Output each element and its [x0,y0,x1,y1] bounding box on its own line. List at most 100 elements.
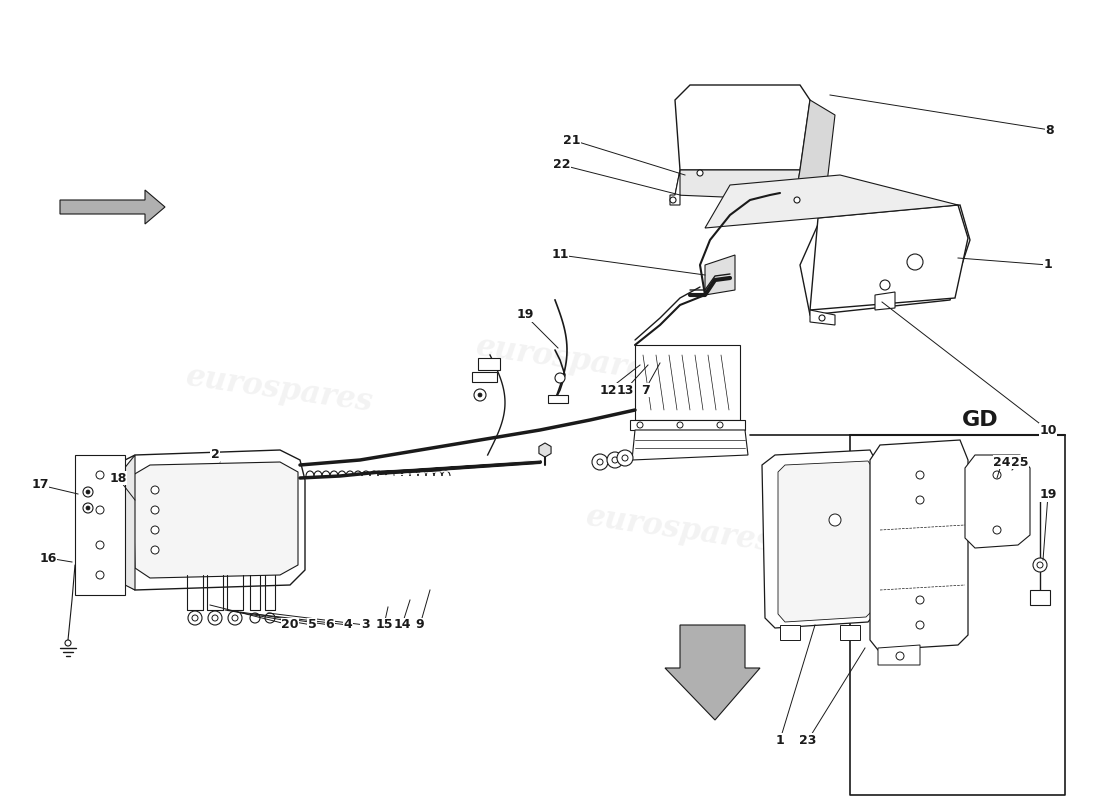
Circle shape [1037,562,1043,568]
Text: 20: 20 [282,618,299,631]
Circle shape [670,197,676,203]
Circle shape [621,455,628,461]
Polygon shape [472,372,497,382]
Text: 23: 23 [800,734,816,746]
Polygon shape [874,292,895,310]
Circle shape [65,640,72,646]
Text: 12: 12 [600,383,617,397]
Polygon shape [666,625,760,720]
Text: 11: 11 [551,249,569,262]
Circle shape [474,389,486,401]
Polygon shape [75,455,125,595]
Circle shape [717,422,723,428]
Text: 16: 16 [40,551,57,565]
Text: eurospares: eurospares [474,331,666,389]
Circle shape [820,315,825,321]
Text: 13: 13 [616,383,634,397]
Circle shape [151,546,160,554]
Circle shape [82,487,94,497]
Text: eurospares: eurospares [584,502,776,558]
Circle shape [86,490,90,494]
Circle shape [993,526,1001,534]
Text: 22: 22 [553,158,571,171]
Circle shape [880,280,890,290]
Circle shape [916,471,924,479]
Text: 19: 19 [1040,489,1057,502]
Text: 6: 6 [326,618,334,631]
Circle shape [607,452,623,468]
Text: 8: 8 [1046,123,1054,137]
Text: 19: 19 [516,309,534,322]
Circle shape [612,457,618,463]
Circle shape [265,613,275,623]
Polygon shape [778,461,874,622]
Text: 2: 2 [210,449,219,462]
Text: 24: 24 [993,455,1011,469]
Polygon shape [116,455,135,590]
Polygon shape [705,175,958,228]
Circle shape [208,611,222,625]
Polygon shape [478,358,500,370]
Text: 17: 17 [31,478,48,491]
Polygon shape [965,455,1030,548]
Polygon shape [705,255,735,295]
Circle shape [96,506,104,514]
Text: eurospares: eurospares [185,362,376,418]
Circle shape [676,422,683,428]
Polygon shape [800,205,970,315]
Circle shape [916,596,924,604]
Circle shape [993,471,1001,479]
Circle shape [212,615,218,621]
Text: 1: 1 [1044,258,1053,271]
Circle shape [188,611,202,625]
Circle shape [250,613,260,623]
Circle shape [192,615,198,621]
Circle shape [228,611,242,625]
Polygon shape [878,645,920,665]
Circle shape [908,254,923,270]
Text: 3: 3 [361,618,370,631]
Circle shape [617,450,632,466]
Bar [635,345,740,420]
Polygon shape [116,450,305,590]
Polygon shape [133,462,298,578]
Text: GD: GD [961,410,999,430]
Text: 15: 15 [375,618,393,631]
Circle shape [478,393,482,397]
Text: 25: 25 [1011,455,1028,469]
Polygon shape [810,205,968,310]
Polygon shape [810,310,835,325]
Polygon shape [670,170,680,205]
Circle shape [96,541,104,549]
Circle shape [697,170,703,176]
Circle shape [794,197,800,203]
Polygon shape [795,100,835,200]
Text: 1: 1 [776,734,784,746]
Circle shape [1033,558,1047,572]
Text: 5: 5 [308,618,317,631]
Circle shape [597,459,603,465]
Polygon shape [60,190,165,224]
Polygon shape [840,625,860,640]
Circle shape [896,652,904,660]
Circle shape [86,506,90,510]
Polygon shape [675,170,800,200]
Text: 4: 4 [343,618,352,631]
Circle shape [592,454,608,470]
Circle shape [96,471,104,479]
Polygon shape [630,420,745,430]
Circle shape [916,621,924,629]
Circle shape [151,486,160,494]
Polygon shape [1030,590,1050,605]
Polygon shape [870,440,968,650]
Polygon shape [675,85,810,170]
Text: 9: 9 [416,618,425,631]
Circle shape [82,503,94,513]
Circle shape [232,615,238,621]
Polygon shape [548,395,568,403]
Circle shape [916,496,924,504]
Polygon shape [762,450,878,628]
Polygon shape [780,625,800,640]
Text: 14: 14 [394,618,410,631]
Circle shape [151,526,160,534]
